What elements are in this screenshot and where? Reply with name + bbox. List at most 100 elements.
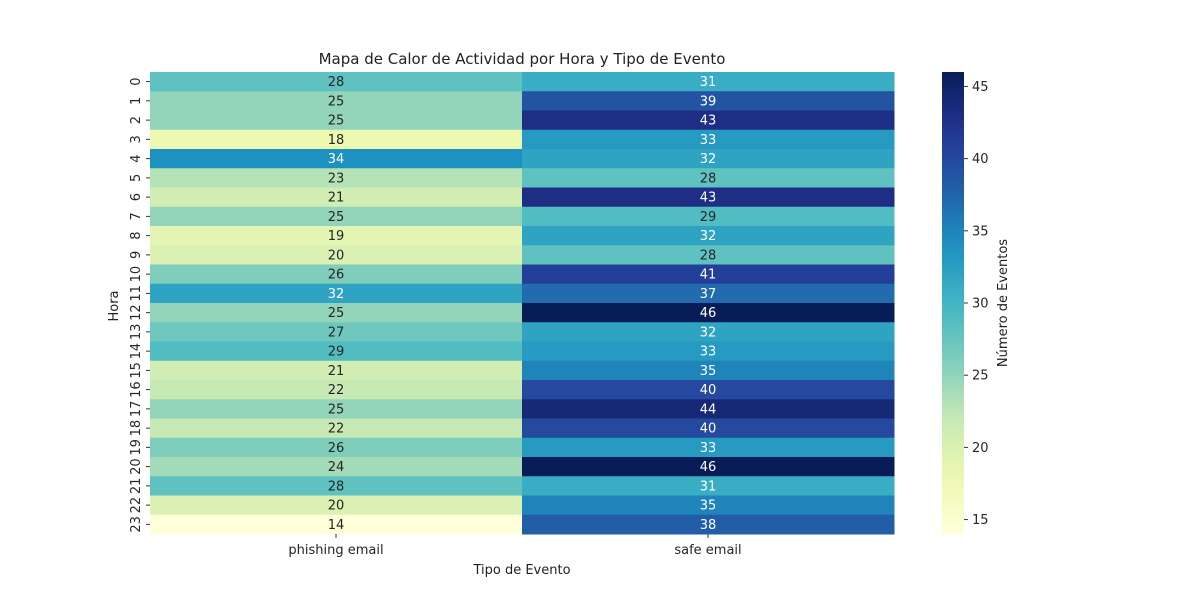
heatmap-cell <box>150 245 523 265</box>
cell-value-label: 37 <box>700 287 717 302</box>
y-tick-label: 15 <box>129 362 144 379</box>
heatmap-cell <box>150 226 523 246</box>
cell-value-label: 20 <box>328 248 345 263</box>
cell-value-label: 34 <box>328 152 345 167</box>
cell-value-label: 26 <box>328 441 345 456</box>
cell-value-label: 46 <box>700 460 717 475</box>
heatmap-cell <box>150 187 523 208</box>
cell-value-label: 41 <box>700 268 717 283</box>
cell-value-label: 21 <box>328 191 345 206</box>
y-tick-label: 13 <box>129 324 144 341</box>
heatmap-cell <box>150 495 523 516</box>
heatmap-cell <box>522 110 895 131</box>
cell-value-label: 29 <box>328 345 345 360</box>
colorbar-tick-label: 20 <box>972 441 989 456</box>
cell-value-label: 33 <box>700 441 717 456</box>
colorbar-tick-label: 15 <box>972 513 989 528</box>
colorbar-tick-label: 35 <box>972 224 989 239</box>
cell-value-label: 40 <box>700 383 717 398</box>
heatmap-cell <box>150 283 523 304</box>
y-tick-label: 11 <box>129 285 144 302</box>
chart-title: Mapa de Calor de Actividad por Hora y Ti… <box>319 50 726 68</box>
heatmap-cell <box>522 245 895 265</box>
y-tick-label: 22 <box>129 497 144 514</box>
cell-value-label: 46 <box>700 306 717 321</box>
colorbar-tick-label: 30 <box>972 297 989 312</box>
cell-value-label: 22 <box>328 422 345 437</box>
heatmap-cell <box>150 457 523 477</box>
cell-value-label: 18 <box>328 133 345 148</box>
colorbar-tick-label: 25 <box>972 369 989 384</box>
heatmap-cell <box>522 322 895 342</box>
y-axis-label: Hora <box>107 290 122 321</box>
cell-value-label: 27 <box>328 325 345 340</box>
y-tick-label: 19 <box>129 439 144 456</box>
heatmap-cell <box>522 514 895 535</box>
heatmap-cell <box>150 341 523 362</box>
heatmap-cell <box>150 206 523 227</box>
cell-value-label: 32 <box>700 229 717 244</box>
heatmap-cell <box>150 437 523 458</box>
cell-value-label: 29 <box>700 210 717 225</box>
heatmap-cell <box>522 303 895 323</box>
cell-value-label: 38 <box>700 518 717 533</box>
y-tick-label: 2 <box>129 116 144 124</box>
heatmap-cell <box>522 495 895 516</box>
heatmap-cell <box>522 283 895 304</box>
cell-value-label: 32 <box>700 152 717 167</box>
cell-value-label: 33 <box>700 133 717 148</box>
heatmap-cell <box>522 264 895 285</box>
heatmap-cell <box>150 168 523 188</box>
heatmap-cell <box>522 418 895 439</box>
cell-value-label: 25 <box>328 94 345 109</box>
y-tick-label: 14 <box>129 343 144 360</box>
y-tick-label: 12 <box>129 304 144 321</box>
heatmap-cell <box>522 457 895 477</box>
cell-value-label: 25 <box>328 114 345 129</box>
x-axis-label: Tipo de Evento <box>472 563 570 578</box>
cell-value-label: 35 <box>700 364 717 379</box>
x-axis-ticks: phishing email safe email <box>288 534 742 558</box>
heatmap-cell <box>150 303 523 323</box>
y-tick-label: 5 <box>129 174 144 182</box>
cell-value-label: 20 <box>328 499 345 514</box>
cell-value-label: 40 <box>700 422 717 437</box>
cell-value-label: 28 <box>328 75 345 90</box>
heatmap-cells <box>150 72 895 535</box>
cell-value-label: 21 <box>328 364 345 379</box>
heatmap-cell <box>150 360 523 381</box>
y-tick-label: 7 <box>129 212 144 220</box>
heatmap-cell <box>522 360 895 381</box>
cell-value-label: 31 <box>700 479 717 494</box>
colorbar-tick-label: 45 <box>972 80 989 95</box>
cell-value-label: 32 <box>328 287 345 302</box>
y-tick-label: 17 <box>129 401 144 418</box>
x-tick-label: safe email <box>674 543 741 558</box>
cell-value-label: 25 <box>328 306 345 321</box>
heatmap-cell <box>150 476 523 496</box>
colorbar <box>942 72 964 534</box>
cell-value-label: 26 <box>328 268 345 283</box>
cell-value-label: 43 <box>700 114 717 129</box>
heatmap-cell <box>522 206 895 227</box>
y-tick-label: 8 <box>129 231 144 239</box>
cell-value-label: 28 <box>700 171 717 186</box>
heatmap-cell <box>522 91 895 111</box>
heatmap-cell <box>522 476 895 496</box>
y-tick-label: 9 <box>129 251 144 259</box>
cell-value-label: 25 <box>328 210 345 225</box>
colorbar-label: Número de Eventos <box>996 239 1011 367</box>
heatmap-cell <box>150 399 523 419</box>
y-tick-label: 3 <box>129 135 144 143</box>
y-tick-label: 1 <box>129 97 144 105</box>
y-tick-label: 6 <box>129 193 144 201</box>
cell-value-label: 44 <box>700 402 717 417</box>
y-tick-label: 16 <box>129 381 144 398</box>
heatmap-cell <box>150 129 523 150</box>
heatmap-cell <box>150 418 523 439</box>
cell-value-label: 33 <box>700 345 717 360</box>
heatmap-cell <box>522 149 895 169</box>
heatmap-cell <box>150 264 523 285</box>
